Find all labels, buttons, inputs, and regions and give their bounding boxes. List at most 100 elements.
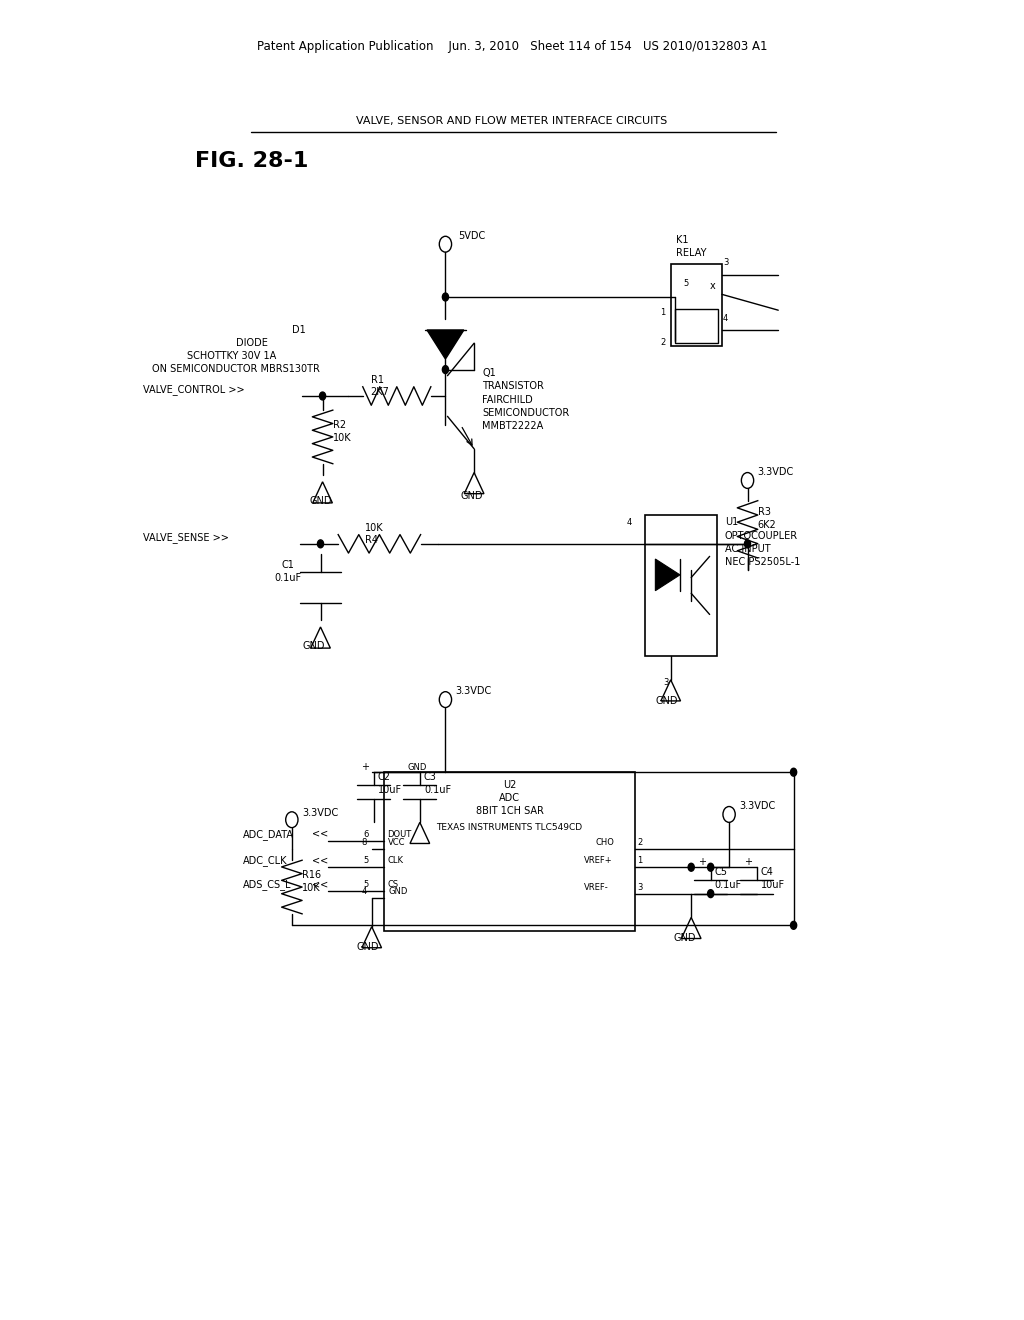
Text: SEMICONDUCTOR: SEMICONDUCTOR	[482, 408, 569, 418]
Text: 6K2: 6K2	[758, 520, 776, 531]
Text: 5: 5	[364, 857, 369, 866]
Text: 10K: 10K	[333, 433, 351, 444]
Text: 5VDC: 5VDC	[458, 231, 485, 242]
Text: R2: R2	[333, 420, 346, 430]
Text: GND: GND	[461, 491, 483, 502]
Text: 2: 2	[660, 338, 666, 347]
Text: VREF+: VREF+	[584, 857, 612, 866]
Text: VALVE_CONTROL >>: VALVE_CONTROL >>	[143, 384, 245, 395]
Text: OPTOCOUPLER: OPTOCOUPLER	[725, 531, 798, 541]
Text: C5: C5	[715, 867, 728, 878]
Text: MMBT2222A: MMBT2222A	[482, 421, 544, 432]
Text: R4: R4	[365, 535, 378, 545]
Text: 3.3VDC: 3.3VDC	[758, 467, 794, 478]
Text: RELAY: RELAY	[676, 248, 707, 259]
Text: GND: GND	[302, 642, 325, 652]
Polygon shape	[655, 560, 680, 591]
Text: <<: <<	[312, 829, 329, 840]
Text: TRANSISTOR: TRANSISTOR	[482, 381, 544, 392]
Text: Q1: Q1	[482, 368, 496, 379]
Text: NEC PS2505L-1: NEC PS2505L-1	[725, 557, 801, 568]
Text: x: x	[710, 281, 716, 292]
Polygon shape	[427, 330, 464, 359]
Text: TEXAS INSTRUMENTS TLC549CD: TEXAS INSTRUMENTS TLC549CD	[436, 824, 583, 833]
Text: <<: <<	[312, 879, 329, 890]
Text: 8BIT 1CH SAR: 8BIT 1CH SAR	[475, 807, 544, 817]
Text: R1: R1	[371, 375, 384, 385]
Text: GND: GND	[674, 933, 696, 944]
Text: 10uF: 10uF	[378, 785, 402, 796]
Text: +: +	[698, 857, 707, 867]
Circle shape	[708, 890, 714, 898]
Text: 5: 5	[364, 880, 369, 890]
Bar	[675, 309, 718, 343]
Text: Patent Application Publication    Jun. 3, 2010   Sheet 114 of 154   US 2010/0132: Patent Application Publication Jun. 3, 2…	[257, 40, 767, 53]
Text: 5: 5	[683, 280, 688, 289]
Text: ADC_DATA: ADC_DATA	[243, 829, 294, 840]
Text: 10K: 10K	[365, 523, 383, 533]
Text: VALVE_SENSE >>: VALVE_SENSE >>	[143, 532, 229, 543]
Text: 2: 2	[637, 838, 642, 847]
Text: DOUT: DOUT	[387, 830, 412, 840]
Text: 10K: 10K	[302, 883, 321, 894]
Text: 4: 4	[723, 314, 728, 323]
Text: GND: GND	[388, 887, 408, 896]
Text: 3.3VDC: 3.3VDC	[302, 808, 338, 818]
Text: VCC: VCC	[388, 838, 406, 847]
Text: R3: R3	[758, 507, 771, 517]
Text: GND: GND	[356, 942, 379, 953]
Text: ADS_CS_L: ADS_CS_L	[243, 879, 291, 890]
Text: C2: C2	[378, 772, 391, 783]
Text: FAIRCHILD: FAIRCHILD	[482, 395, 534, 405]
Text: SCHOTTKY 30V 1A: SCHOTTKY 30V 1A	[187, 351, 276, 362]
Text: +: +	[744, 857, 753, 867]
Text: +: +	[361, 762, 370, 772]
Circle shape	[317, 540, 324, 548]
Text: 0.1uF: 0.1uF	[274, 573, 301, 583]
Text: ON SEMICONDUCTOR MBRS130TR: ON SEMICONDUCTOR MBRS130TR	[152, 364, 319, 375]
Text: U1: U1	[725, 517, 738, 528]
Circle shape	[688, 863, 694, 871]
Text: AC INPUT: AC INPUT	[725, 544, 771, 554]
Text: GND: GND	[408, 763, 427, 772]
Text: 1: 1	[637, 857, 642, 866]
Text: C4: C4	[761, 867, 774, 878]
Text: VALVE, SENSOR AND FLOW METER INTERFACE CIRCUITS: VALVE, SENSOR AND FLOW METER INTERFACE C…	[356, 116, 668, 127]
Text: ADC_CLK: ADC_CLK	[243, 855, 287, 866]
Text: 8: 8	[361, 838, 367, 847]
Text: K1: K1	[676, 235, 688, 246]
Text: U2: U2	[503, 780, 516, 791]
Text: 3: 3	[664, 678, 669, 688]
Text: 4: 4	[627, 519, 632, 528]
Text: <<: <<	[312, 855, 329, 866]
Text: 0.1uF: 0.1uF	[424, 785, 451, 796]
Bar	[671, 264, 722, 346]
Text: C1: C1	[282, 560, 295, 570]
Bar	[384, 772, 635, 931]
Text: 2K7: 2K7	[371, 387, 389, 397]
Text: ADC: ADC	[499, 793, 520, 804]
Text: 0.1uF: 0.1uF	[715, 880, 741, 891]
Circle shape	[791, 921, 797, 929]
Text: FIG. 28-1: FIG. 28-1	[195, 150, 308, 172]
Circle shape	[319, 392, 326, 400]
Text: GND: GND	[655, 696, 678, 706]
Text: CLK: CLK	[387, 857, 403, 866]
Text: 3: 3	[723, 259, 728, 268]
Text: GND: GND	[309, 496, 332, 507]
Text: 10uF: 10uF	[761, 880, 785, 891]
Text: C3: C3	[424, 772, 437, 783]
Text: 4: 4	[361, 887, 367, 896]
Circle shape	[744, 540, 751, 548]
Text: VREF-: VREF-	[584, 883, 608, 892]
Text: CS: CS	[387, 880, 398, 890]
Text: R16: R16	[302, 870, 322, 880]
Text: D1: D1	[292, 325, 305, 335]
Text: 1: 1	[660, 309, 666, 318]
Circle shape	[708, 863, 714, 871]
Bar	[645, 515, 717, 656]
Circle shape	[791, 768, 797, 776]
Text: 6: 6	[364, 830, 369, 840]
Text: DIODE: DIODE	[236, 338, 267, 348]
Text: 3.3VDC: 3.3VDC	[456, 686, 492, 697]
